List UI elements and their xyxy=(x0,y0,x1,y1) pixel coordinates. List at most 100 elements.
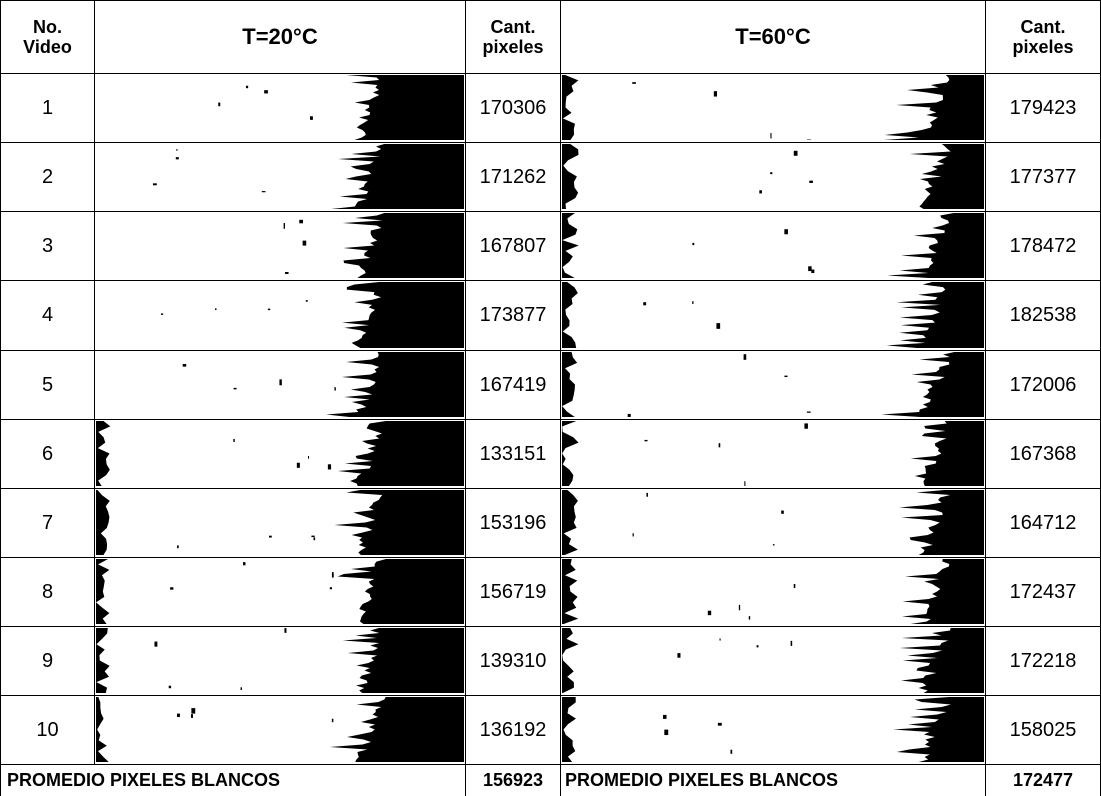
speck xyxy=(756,645,759,648)
header-cell: Cant. pixeles xyxy=(465,0,561,74)
video-number-text: 2 xyxy=(41,165,54,188)
binarized-frame xyxy=(96,697,464,762)
dark-region xyxy=(346,75,464,140)
dark-region xyxy=(326,352,464,417)
pixel-count: 167807 xyxy=(465,211,561,281)
binarized-frame xyxy=(562,213,984,278)
pixel-count-text: 173877 xyxy=(479,304,547,326)
speck xyxy=(717,722,722,726)
speck xyxy=(168,685,172,689)
speck xyxy=(182,363,187,367)
speck xyxy=(677,653,681,658)
header-text: Video xyxy=(23,37,72,57)
footer-average: 172477 xyxy=(985,764,1101,796)
binarized-frame xyxy=(218,75,464,140)
pixel-count-text: 167419 xyxy=(479,373,547,396)
pixel-count-text: 136192 xyxy=(479,718,547,741)
footer-label: PROMEDIO PIXELES BLANCOS xyxy=(560,764,986,796)
speck xyxy=(152,183,157,186)
speck xyxy=(311,535,315,538)
footer-label-text: PROMEDIO PIXELES BLANCOS xyxy=(565,770,839,790)
video-number-text: 7 xyxy=(41,511,54,534)
pixel-count-text: 164712 xyxy=(1009,511,1077,534)
edge-blob xyxy=(562,490,578,555)
video-number-text: 10 xyxy=(36,718,59,741)
speck xyxy=(643,302,647,306)
dark-region xyxy=(330,144,464,209)
video-number-text: 9 xyxy=(41,649,54,672)
speck xyxy=(808,266,812,272)
edge-blob xyxy=(96,421,111,486)
speck xyxy=(267,308,271,311)
speck xyxy=(719,638,721,641)
speck xyxy=(632,533,634,537)
binarized-frame xyxy=(160,282,464,348)
video-number-text: 4 xyxy=(41,304,54,326)
pixel-count: 172218 xyxy=(985,626,1101,696)
edge-blob xyxy=(562,282,578,348)
dark-region xyxy=(334,490,464,555)
header-text: T=20°C xyxy=(242,24,318,49)
pixel-count-text: 179423 xyxy=(1009,96,1077,119)
pixel-count-text: 172437 xyxy=(1009,580,1077,603)
pixel-count-text: 172218 xyxy=(1009,649,1077,672)
pixel-count: 173877 xyxy=(465,280,561,351)
speck xyxy=(718,443,721,448)
edge-blob xyxy=(96,490,110,555)
edge-blob xyxy=(562,559,579,624)
speck xyxy=(664,729,669,736)
binarized-frame xyxy=(562,144,984,209)
dark-region xyxy=(337,421,464,486)
edge-blob xyxy=(562,628,579,693)
binarized-frame xyxy=(562,490,984,555)
speck xyxy=(770,172,773,175)
speck xyxy=(627,413,631,417)
speck xyxy=(738,604,741,611)
header-cell: T=60°C xyxy=(560,0,986,74)
speck xyxy=(331,718,334,723)
pixel-count-text: 177377 xyxy=(1009,165,1077,188)
speck xyxy=(190,714,194,718)
speck xyxy=(243,562,246,566)
dark-region xyxy=(910,421,984,486)
video-number-text: 1 xyxy=(41,96,54,119)
binarized-frame xyxy=(96,628,464,693)
speck xyxy=(713,91,718,97)
edge-blob xyxy=(96,697,109,762)
pixel-count-text: 178472 xyxy=(1009,234,1077,257)
speck xyxy=(284,272,289,274)
pixel-count-text: 158025 xyxy=(1009,718,1077,741)
dark-region xyxy=(881,352,984,417)
pixel-count-text: 167807 xyxy=(479,234,547,257)
edge-blob xyxy=(562,144,579,209)
binarized-frame xyxy=(562,352,984,417)
speck xyxy=(790,640,793,646)
speck xyxy=(646,492,648,497)
binarized-frame xyxy=(562,421,984,486)
pixel-count-text: 172006 xyxy=(1009,373,1077,396)
speck xyxy=(215,308,217,311)
binarized-frame xyxy=(562,628,984,693)
video-number-text: 8 xyxy=(41,580,54,603)
speck xyxy=(233,387,237,390)
header-text: Cant. xyxy=(490,17,536,37)
footer-average: 156923 xyxy=(465,764,561,796)
pixel-count: 182538 xyxy=(985,280,1101,351)
speck xyxy=(279,379,282,386)
speck xyxy=(327,464,332,470)
speck xyxy=(261,191,266,193)
speck xyxy=(299,219,304,224)
speck xyxy=(305,300,308,302)
binarized-frame xyxy=(562,697,984,762)
speck xyxy=(331,572,334,578)
speck xyxy=(329,587,332,590)
speck xyxy=(743,354,747,360)
pixel-count-text: 170306 xyxy=(479,96,547,119)
binarized-frame xyxy=(96,421,464,486)
speck xyxy=(296,462,300,468)
speck xyxy=(772,544,775,546)
video-number-text: 3 xyxy=(41,234,54,257)
binarized-frame xyxy=(562,75,984,140)
video-number: 3 xyxy=(0,211,95,281)
